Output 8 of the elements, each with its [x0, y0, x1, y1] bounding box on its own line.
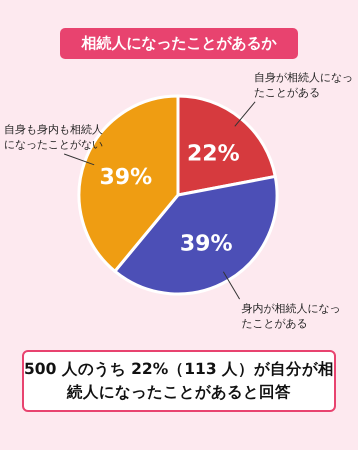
data-label: 39% — [180, 232, 233, 257]
data-label: 22% — [187, 141, 240, 166]
text: 500 人のうち 22%（113 人）が自分が相続人になったことがあると回答 — [22, 350, 336, 412]
slice-label: 身内が相続人になったことがある — [242, 301, 342, 332]
data-label: 39% — [100, 165, 152, 190]
slice-label: 自身が相続人になったことがある — [254, 70, 354, 100]
slice-label: 自身も身内も相続人になったことがない — [4, 122, 104, 152]
chart-title: 相続人になったことがあるか — [60, 28, 298, 59]
